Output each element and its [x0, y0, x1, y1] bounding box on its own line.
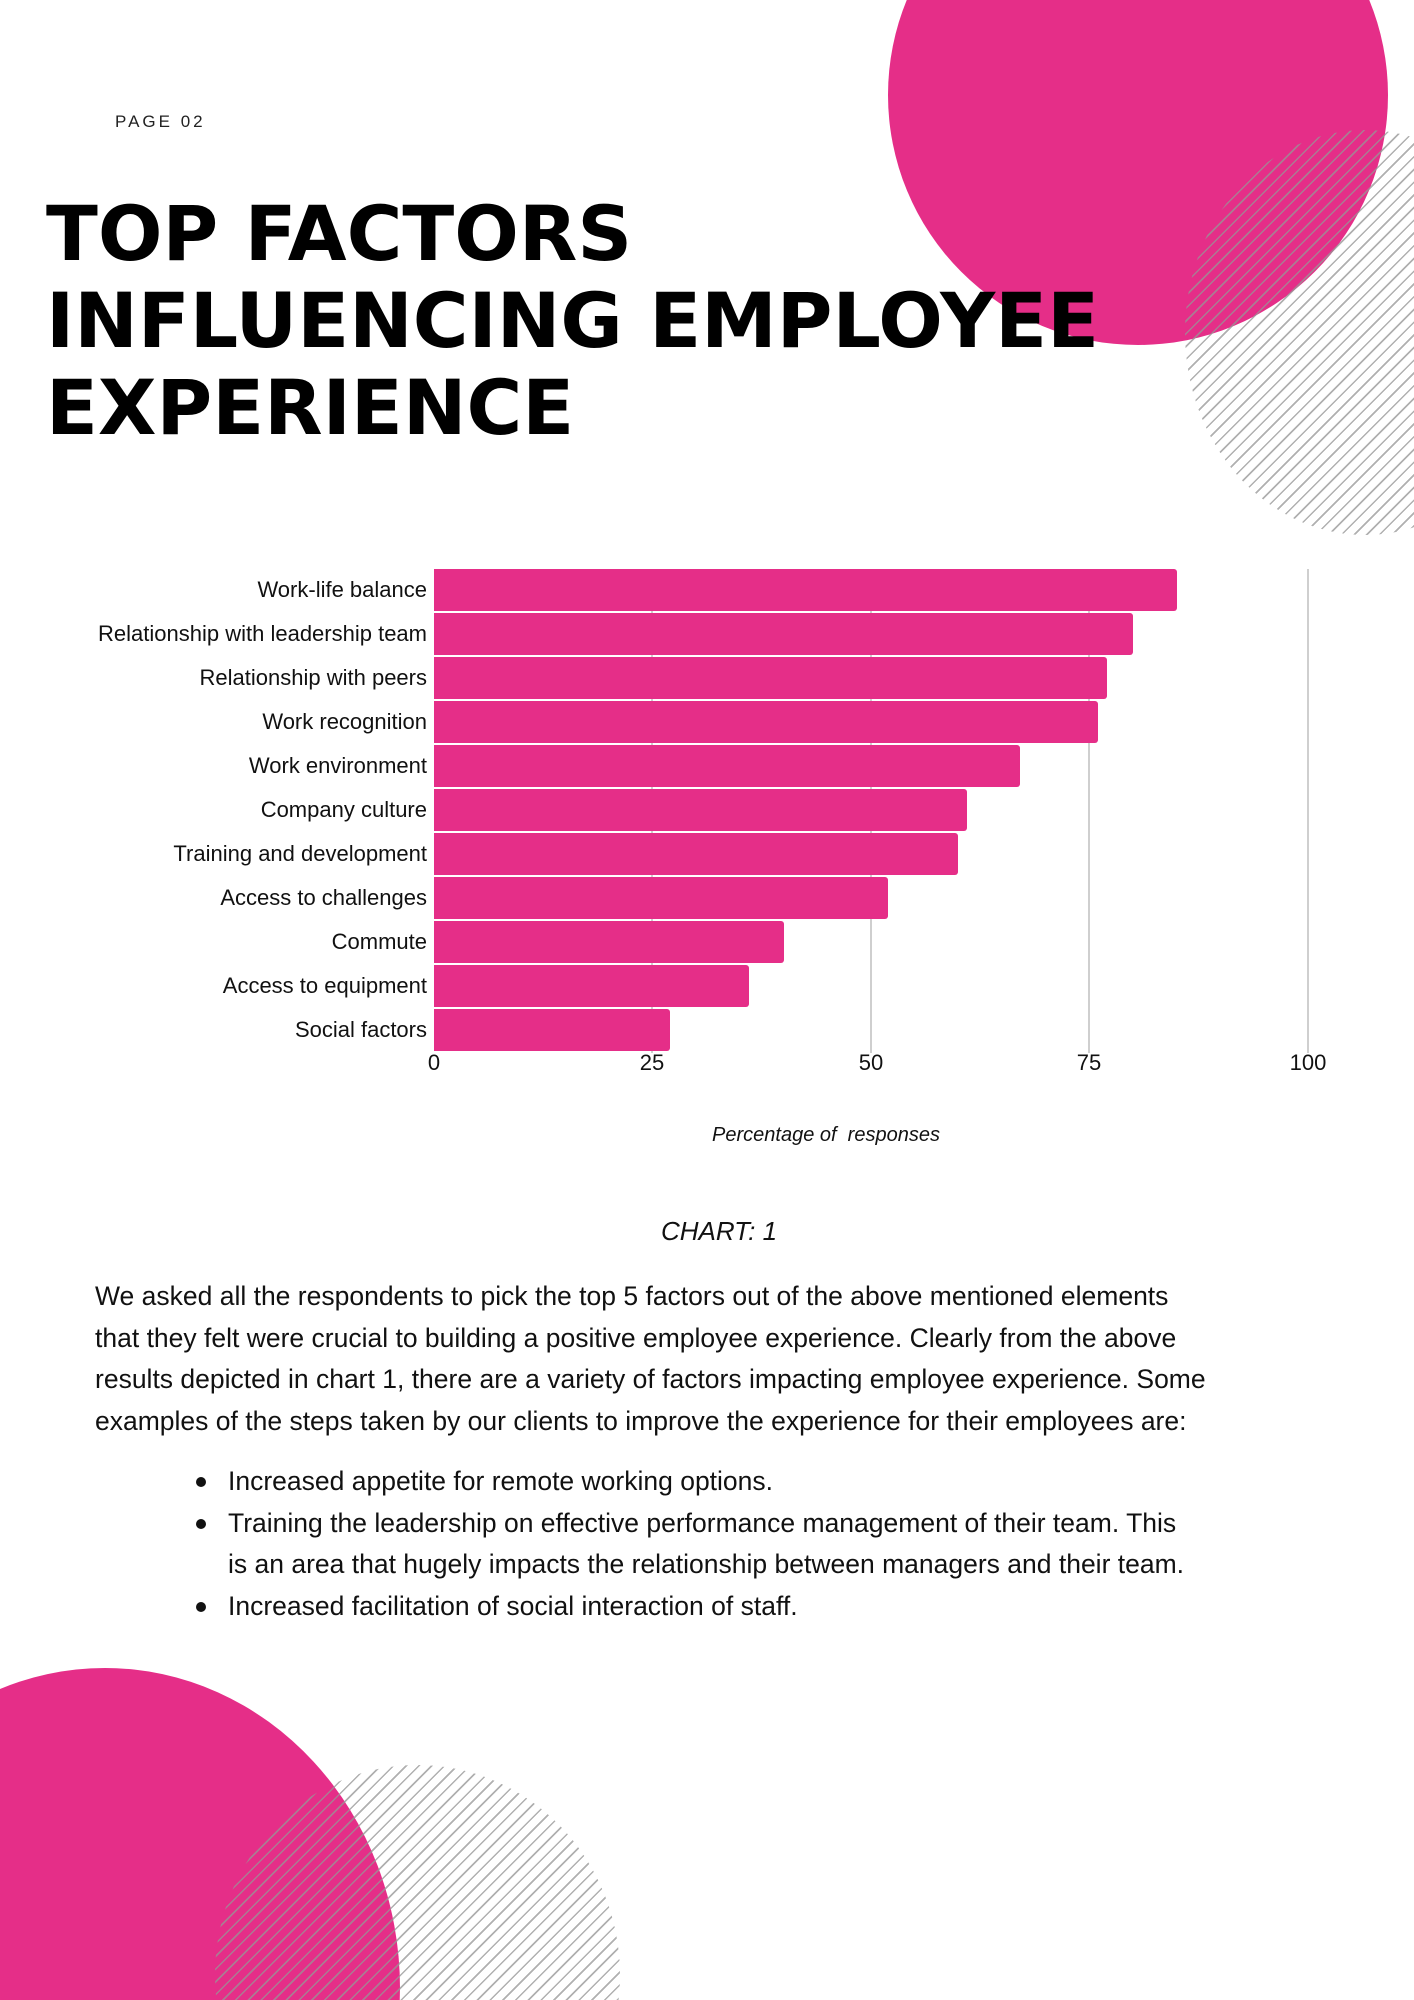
body-paragraph: We asked all the respondents to pick the…	[95, 1276, 1355, 1442]
bar-row: Work recognition	[0, 701, 1414, 743]
bar-chart: Work-life balance Relationship with leade…	[0, 569, 1414, 1146]
bar	[434, 745, 1020, 787]
x-tick-75: 75	[1076, 1050, 1102, 1075]
title-line-2: INFLUENCING EMPLOYEE	[46, 276, 1099, 365]
bar-category-label: Commute	[331, 929, 427, 954]
paragraph-line: We asked all the respondents to pick the…	[95, 1281, 1169, 1311]
bar	[434, 657, 1107, 699]
bar-row: Access to challenges	[0, 877, 1414, 919]
bullet-icon	[196, 1601, 206, 1612]
bar-category-label: Training and development	[173, 841, 427, 866]
paragraph-line: results depicted in chart 1, there are a…	[95, 1364, 1206, 1394]
bar-category-label: Work-life balance	[257, 577, 427, 602]
x-tick-100: 100	[1289, 1050, 1327, 1075]
bar	[434, 833, 959, 875]
bullet-text: Increased facilitation of social interac…	[228, 1590, 798, 1621]
bullet-item: Increased facilitation of social interac…	[196, 1586, 1346, 1628]
paragraph-line: that they felt were crucial to building …	[95, 1322, 1177, 1353]
gridline-75	[1088, 569, 1090, 1053]
bar-category-label: Access to challenges	[220, 885, 427, 910]
bar-row: Commute	[0, 921, 1414, 963]
bullet-text: Training the leadership on effective per…	[228, 1507, 1177, 1538]
x-tick-25: 25	[639, 1050, 665, 1075]
gridline-100	[1307, 569, 1309, 1053]
bar	[434, 701, 1099, 743]
bar-row: Access to equipment	[0, 965, 1414, 1007]
page-title: TOP FACTORS INFLUENCING EMPLOYEE EXPERIE…	[46, 190, 1099, 451]
bar-row: Relationship with leadership team	[0, 613, 1414, 655]
bar	[434, 877, 889, 919]
bar-row: Relationship with peers	[0, 657, 1414, 699]
x-tick-50: 50	[858, 1050, 884, 1075]
bullet-text: Increased appetite for remote working op…	[228, 1466, 774, 1496]
chart-caption: CHART: 1	[660, 1216, 778, 1246]
bullet-icon	[196, 1477, 206, 1487]
bar-category-label: Relationship with leadership team	[98, 621, 427, 646]
bar	[434, 613, 1134, 655]
x-tick-0: 0	[427, 1050, 441, 1075]
bullet-item: Increased appetite for remote working op…	[196, 1461, 1346, 1503]
bar-category-label: Company culture	[260, 797, 427, 822]
bar	[434, 569, 1177, 611]
x-axis-title: Percentage of responses	[712, 1124, 940, 1146]
bullet-text: is an area that hugely impacts the relat…	[228, 1549, 1185, 1579]
bar-row: Work-life balance	[0, 569, 1414, 611]
bar-row: Company culture	[0, 789, 1414, 831]
bar-category-label: Access to equipment	[222, 973, 427, 998]
bar-row: Social factors	[0, 1009, 1414, 1051]
bar-row: Training and development	[0, 833, 1414, 875]
bar-category-label: Work recognition	[262, 709, 427, 734]
bar-category-label: Work environment	[248, 753, 427, 778]
bar	[434, 1009, 670, 1051]
bar-category-label: Relationship with peers	[199, 665, 427, 690]
bar-row: Work environment	[0, 745, 1414, 787]
paragraph-line: examples of the steps taken by our clien…	[95, 1405, 1187, 1436]
page-number-label: PAGE 02	[115, 112, 206, 131]
bar	[434, 789, 968, 831]
bullet-list: Increased appetite for remote working op…	[196, 1461, 1346, 1627]
bullet-item: Training the leadership on effective per…	[196, 1503, 1346, 1586]
title-line-3: EXPERIENCE	[46, 363, 575, 452]
bar-category-label: Social factors	[294, 1017, 427, 1042]
title-line-1: TOP FACTORS	[46, 189, 633, 278]
bar	[434, 921, 784, 963]
bullet-icon	[196, 1518, 206, 1529]
bar	[434, 965, 749, 1007]
